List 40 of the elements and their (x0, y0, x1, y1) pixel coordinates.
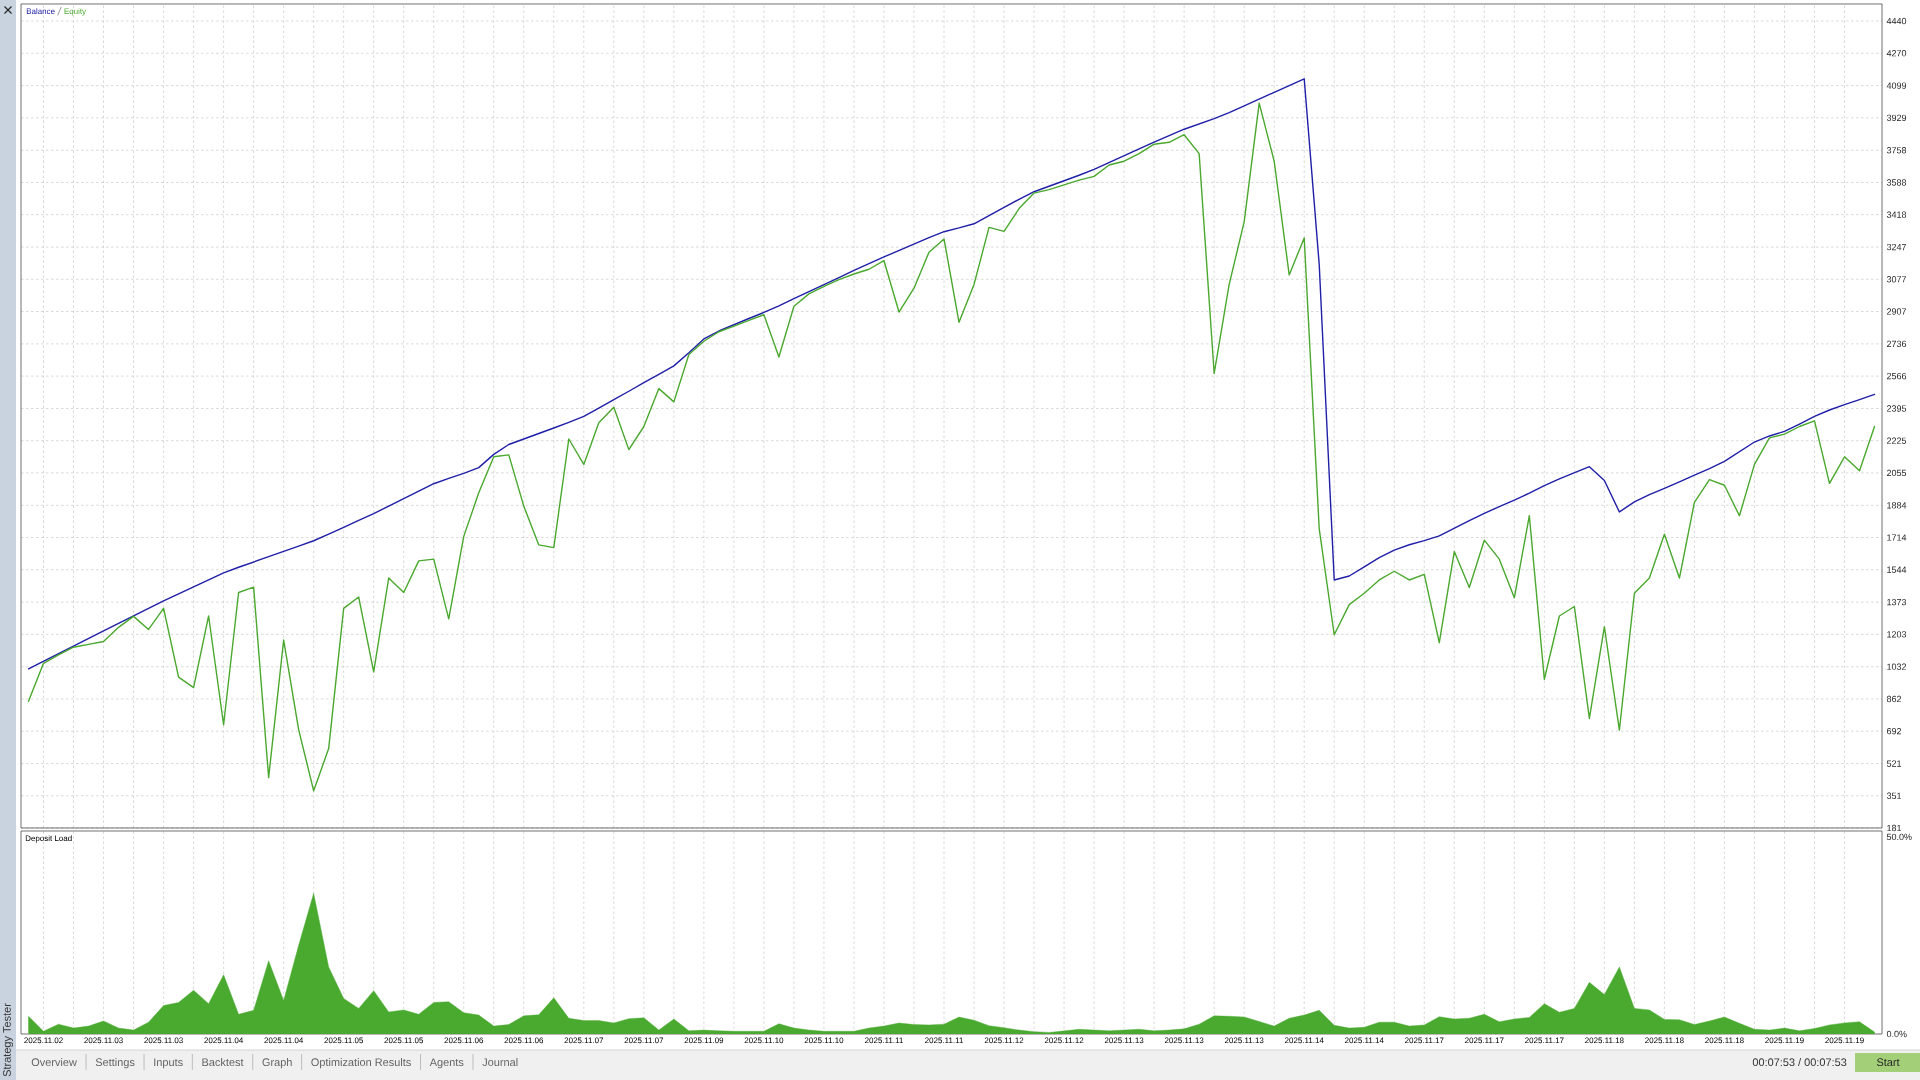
y-tick-label: 1884 (1887, 502, 1907, 509)
text: Inputs (154, 1058, 183, 1069)
y-tick-label: 50.0% (1886, 833, 1912, 841)
y-tick-label: 521 (1886, 760, 1902, 767)
y-tick-label: 1373 (1887, 598, 1907, 606)
text: Journal (482, 1058, 518, 1067)
text: Start (1876, 1058, 1900, 1067)
text: Overview (31, 1058, 77, 1067)
text: Strategy Tester (3, 1003, 13, 1077)
y-tick-label: 3077 (1886, 276, 1907, 283)
text: Graph (262, 1058, 292, 1069)
y-tick-label: 3588 (1886, 179, 1907, 186)
y-tick-label: 4270 (1886, 50, 1907, 57)
y-tick-label: 1714 (1887, 534, 1907, 541)
y-tick-label: 1032 (1887, 663, 1907, 670)
y-tick-label: 4099 (1886, 82, 1907, 89)
y-tick-label: 181 (1887, 824, 1902, 832)
text: Agents (429, 1058, 464, 1069)
text: 00:07:53 / 00:07:53 (1752, 1058, 1847, 1067)
y-tick-label: 1203 (1887, 631, 1907, 638)
y-tick-label: 862 (1886, 695, 1902, 703)
y-tick-label: 3247 (1886, 243, 1907, 251)
y-tick-label: 2907 (1887, 308, 1907, 315)
y-tick-label: 3929 (1886, 114, 1907, 122)
y-tick-label: 2395 (1887, 405, 1907, 412)
y-tick-label: 2736 (1887, 340, 1907, 348)
y-tick-label: 351 (1886, 792, 1902, 799)
y-tick-label: 692 (1887, 727, 1902, 735)
y-tick-label: 4440 (1886, 17, 1907, 25)
y-tick-label: 1544 (1887, 566, 1907, 573)
text: Optimization Results (311, 1058, 411, 1069)
line-series (27, 102, 1876, 792)
y-tick-label: 2225 (1887, 437, 1907, 444)
y-tick-label: 2566 (1887, 372, 1907, 380)
y-tick-label: 3418 (1886, 211, 1907, 218)
y-tick-label: 0.0% (1886, 1030, 1907, 1038)
text: Settings (95, 1058, 135, 1069)
y-tick-label: 2055 (1887, 469, 1907, 477)
text: Backtest (202, 1058, 244, 1067)
y-tick-label: 3758 (1886, 147, 1907, 154)
